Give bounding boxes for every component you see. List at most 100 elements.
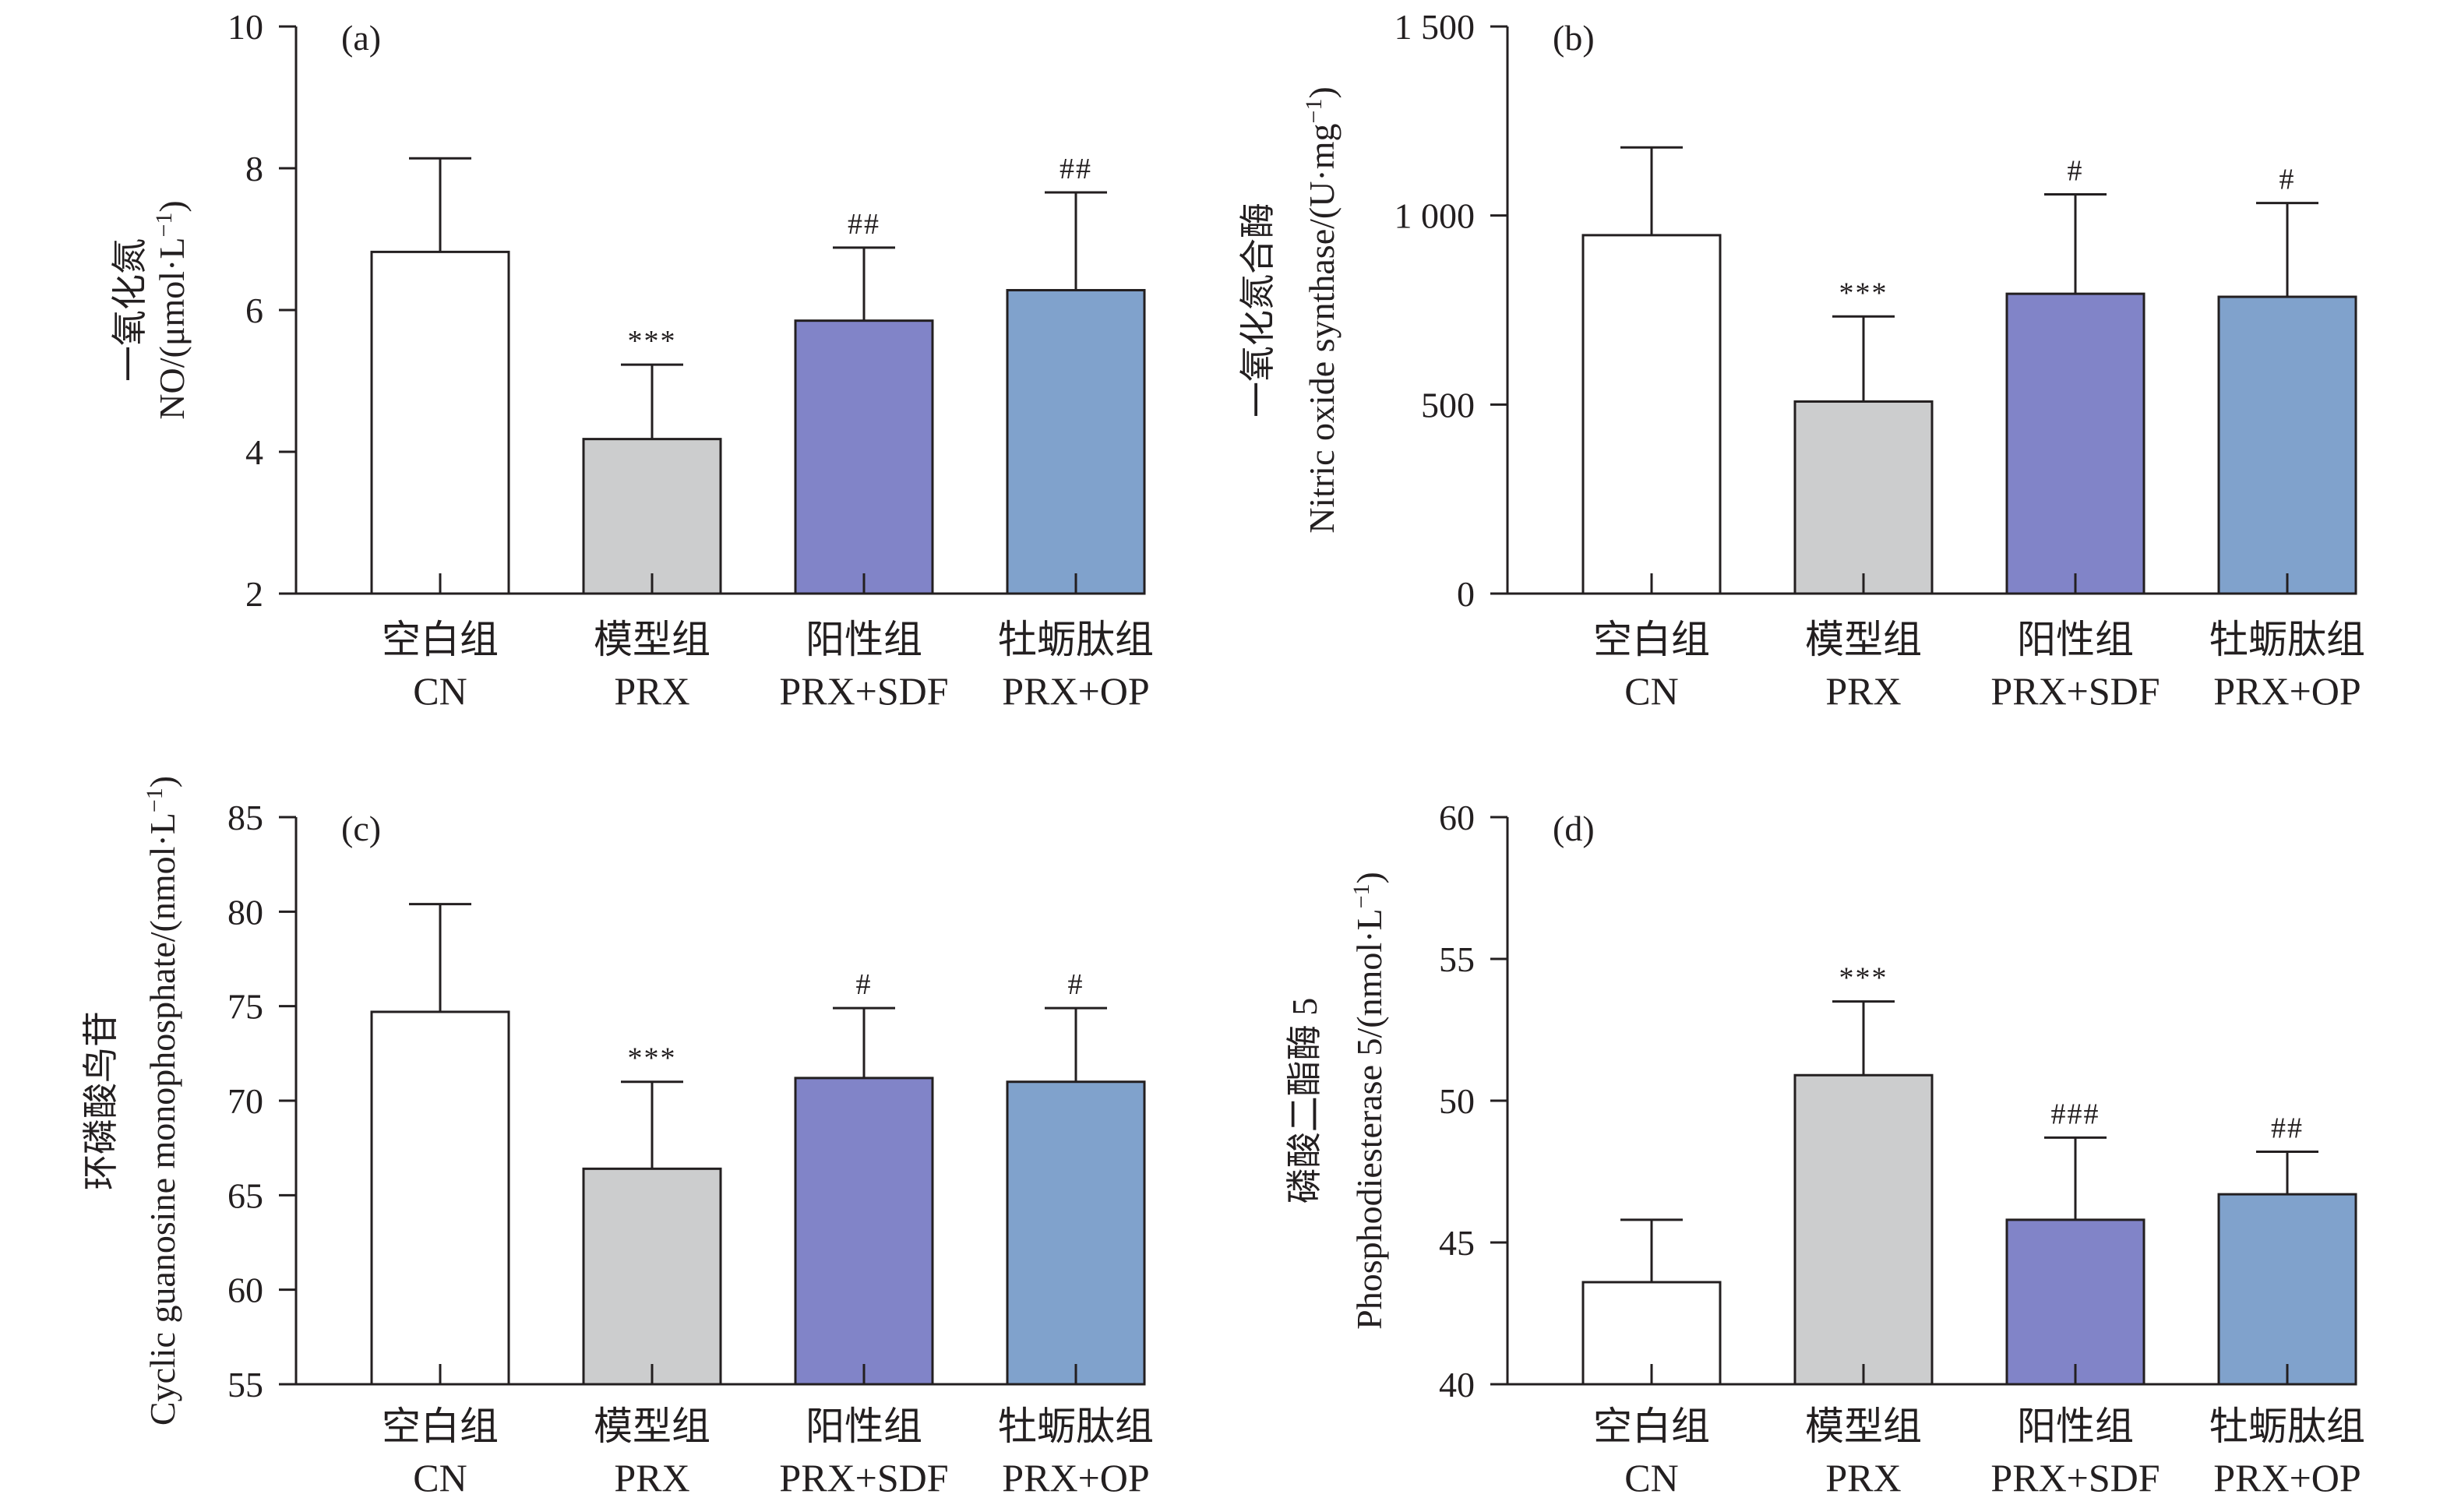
x-category-label-zh: 牡蛎肽组 <box>998 1405 1154 1448</box>
y-tick-label: 1 000 <box>1394 196 1476 236</box>
x-category-label-zh: 空白组 <box>382 1405 499 1448</box>
y-axis-title-en-main: Nitric oxide synthase/(U·mg <box>1302 123 1342 533</box>
y-axis-title-en-end: ) <box>143 776 182 788</box>
x-category-label-zh: 阳性组 <box>2017 1405 2134 1448</box>
bar-prx-sdf <box>794 1077 934 1386</box>
bar-prx <box>582 1167 722 1386</box>
y-tick-label: 65 <box>227 1175 263 1215</box>
y-tick-label: 85 <box>227 798 263 837</box>
bar-cn <box>370 250 510 595</box>
y-axis-title-en-main: Phosphodiesterase 5/(nmol·L <box>1349 908 1389 1329</box>
bar-prx-op <box>2217 295 2357 595</box>
y-axis-title-en-main: Cyclic guanosine monophosphate/(nmol·L <box>143 812 182 1426</box>
y-tick-label: 60 <box>1439 798 1475 837</box>
x-category-label-en: PRX <box>1825 1456 1901 1500</box>
y-tick-label: 60 <box>227 1271 263 1310</box>
bar-cn <box>370 1010 510 1386</box>
y-axis-title-en-end: ) <box>1302 86 1342 98</box>
panel-label: (b) <box>1553 18 1595 58</box>
bar-prx-op <box>2217 1193 2357 1386</box>
y-axis-title-zh: 一氧化氮 <box>110 238 150 382</box>
x-category-label-zh: 模型组 <box>1805 618 1922 661</box>
x-category-label-en: CN <box>1624 669 1678 713</box>
x-category-label-en: PRX+SDF <box>779 1456 948 1500</box>
y-axis-title-zh: 一氧化氮合酶 <box>1238 203 1278 418</box>
chart-panel-b: 0 500 1 000 1 500 (b) 空白组 CN *** 模型组 PRX # 阳性组 PRX+S… <box>1238 7 2365 713</box>
bar-prx <box>582 438 722 595</box>
x-category-label-en: PRX <box>1825 669 1901 713</box>
x-category-label-en: CN <box>413 669 467 713</box>
x-category-label-zh: 模型组 <box>594 618 710 661</box>
significance-label: ## <box>2271 1112 2304 1145</box>
x-category-label-zh: 阳性组 <box>806 618 922 661</box>
bar-prx-sdf <box>794 319 934 595</box>
y-tick-label: 40 <box>1439 1365 1475 1405</box>
y-tick-label: 55 <box>1439 939 1475 979</box>
y-axis-title-en-main: NO/(μmol·L <box>152 238 192 420</box>
y-tick-label: 10 <box>227 7 263 47</box>
y-tick-label: 1 500 <box>1394 7 1476 47</box>
y-axis-title-en-sup: −1 <box>1349 883 1374 908</box>
x-category-label-zh: 牡蛎肽组 <box>2209 618 2365 661</box>
x-category-label-zh: 空白组 <box>382 618 499 661</box>
x-category-label-en: PRX+OP <box>2213 1456 2361 1500</box>
y-tick-label: 6 <box>245 291 263 330</box>
y-tick-label: 80 <box>227 892 263 932</box>
x-category-label-en: CN <box>413 1456 467 1500</box>
y-tick-label: 0 <box>1457 574 1475 614</box>
y-axis-title-en: NO/(μmol·L−1) <box>151 200 192 419</box>
bar-prx-sdf <box>2005 292 2145 595</box>
x-category-label-zh: 阳性组 <box>806 1405 922 1448</box>
x-category-label-en: PRX+SDF <box>1990 1456 2160 1500</box>
panel-label: (a) <box>341 18 381 58</box>
y-axis-title-zh: 磷酸二酯酶 5 <box>1285 998 1324 1204</box>
y-axis-title-en: Nitric oxide synthase/(U·mg−1) <box>1301 86 1342 534</box>
bar-prx <box>1793 1073 1934 1386</box>
x-category-label-zh: 模型组 <box>594 1405 710 1448</box>
significance-label: # <box>856 968 873 1001</box>
significance-label: ### <box>2051 1098 2100 1130</box>
bar-prx-op <box>1006 1080 1146 1386</box>
x-category-label-en: PRX+OP <box>2213 669 2361 713</box>
y-axis-title-en-sup: −1 <box>1301 99 1327 124</box>
y-axis-title-en-end: ) <box>152 200 192 212</box>
x-category-label-zh: 阳性组 <box>2017 618 2134 661</box>
significance-label: *** <box>628 1042 677 1075</box>
bar-prx <box>1793 400 1934 595</box>
y-tick-label: 2 <box>245 574 263 614</box>
significance-label: # <box>1068 968 1084 1001</box>
y-tick-label: 8 <box>245 149 263 189</box>
y-tick-label: 75 <box>227 987 263 1027</box>
x-category-label-zh: 牡蛎肽组 <box>2209 1405 2365 1448</box>
y-tick-label: 50 <box>1439 1081 1475 1121</box>
y-axis-title-zh: 环磷酸鸟苷 <box>81 1011 121 1190</box>
chart-panel-d: 40 45 50 55 60 (d) 空白组 CN *** 模型组 PRX ### 阳性组 PRX+SDF… <box>1285 798 2365 1500</box>
significance-label: *** <box>1839 962 1888 995</box>
bar-prx-op <box>1006 289 1146 595</box>
y-axis-title-en-end: ) <box>1349 872 1389 883</box>
significance-label: *** <box>628 325 677 358</box>
y-tick-label: 500 <box>1421 385 1475 425</box>
significance-label: ## <box>1060 153 1092 185</box>
x-category-label-en: PRX+SDF <box>1990 669 2160 713</box>
y-axis-title-en-sup: −1 <box>151 213 177 238</box>
x-category-label-zh: 空白组 <box>1593 618 1710 661</box>
x-category-label-zh: 模型组 <box>1805 1405 1922 1448</box>
significance-label: # <box>2279 164 2296 196</box>
y-tick-label: 4 <box>245 432 263 472</box>
x-category-label-en: PRX <box>614 1456 689 1500</box>
y-tick-label: 45 <box>1439 1223 1475 1263</box>
x-category-label-en: CN <box>1624 1456 1678 1500</box>
x-category-label-zh: 牡蛎肽组 <box>998 618 1154 661</box>
x-category-label-zh: 空白组 <box>1593 1405 1710 1448</box>
bar-prx-sdf <box>2005 1218 2145 1386</box>
bar-cn <box>1581 234 1722 595</box>
x-category-label-en: PRX+SDF <box>779 669 948 713</box>
x-category-label-en: PRX+OP <box>1002 669 1149 713</box>
y-tick-label: 55 <box>227 1365 263 1405</box>
y-axis-title-en: Phosphodiesterase 5/(nmol·L−1) <box>1349 872 1390 1330</box>
x-category-label-en: PRX <box>614 669 689 713</box>
significance-label: # <box>2068 154 2084 187</box>
y-tick-label: 70 <box>227 1081 263 1121</box>
